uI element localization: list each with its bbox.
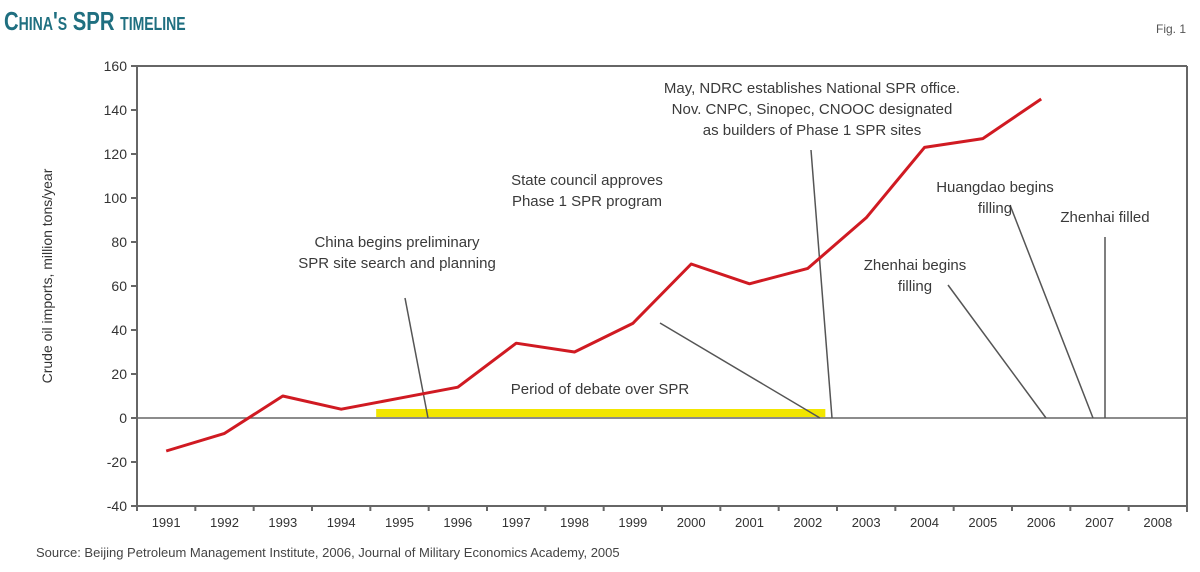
x-tick-label: 2008 — [1143, 515, 1172, 530]
annotation-text: Huangdao begins — [936, 179, 1054, 196]
annotation-leader-line — [947, 284, 1047, 419]
debate-period-bar — [376, 409, 826, 417]
x-tick-label: 1994 — [327, 515, 356, 530]
y-axis-label: Crude oil imports, million tons/year — [39, 168, 55, 383]
x-tick-label: 1991 — [152, 515, 181, 530]
x-tick-label: 2006 — [1027, 515, 1056, 530]
annotation-text: SPR site search and planning — [298, 255, 496, 272]
x-tick-label: 2003 — [852, 515, 881, 530]
x-tick-label: 2001 — [735, 515, 764, 530]
x-tick-label: 1992 — [210, 515, 239, 530]
y-tick-label: 20 — [111, 366, 127, 382]
annotation-leader-line — [810, 149, 833, 419]
y-tick-label: 60 — [111, 278, 127, 294]
chart-title: China's SPR timeline — [4, 6, 186, 36]
y-tick-label: 140 — [104, 102, 128, 118]
annotation-text: Period of debate over SPR — [511, 381, 690, 398]
x-tick-label: 1995 — [385, 515, 414, 530]
x-tick-label: 2007 — [1085, 515, 1114, 530]
annotation-text: State council approves — [511, 172, 663, 189]
annotation-leader-line — [659, 322, 821, 419]
y-tick-label: 120 — [104, 146, 128, 162]
y-tick-label: -40 — [107, 498, 127, 514]
annotation-text: filling — [978, 200, 1012, 217]
annotation-text: Nov. CNPC, Sinopec, CNOOC designated — [672, 101, 953, 118]
annotation-text: Zhenhai filled — [1060, 209, 1149, 226]
annotation-text: Phase 1 SPR program — [512, 193, 662, 210]
figure-label: Fig. 1 — [1155, 22, 1186, 36]
y-tick-label: 160 — [104, 58, 128, 74]
annotation-text: as builders of Phase 1 SPR sites — [703, 122, 921, 139]
annotation-text: Zhenhai begins — [864, 257, 967, 274]
x-tick-label: 1999 — [618, 515, 647, 530]
y-tick-label: 100 — [104, 190, 128, 206]
x-tick-label: 2005 — [968, 515, 997, 530]
annotation-text: May, NDRC establishes National SPR offic… — [664, 80, 960, 97]
x-tick-label: 2004 — [910, 515, 939, 530]
x-tick-label: 2000 — [677, 515, 706, 530]
x-tick-label: 1993 — [268, 515, 297, 530]
x-tick-label: 1996 — [443, 515, 472, 530]
x-tick-label: 2002 — [793, 515, 822, 530]
crude-imports-line — [165, 97, 1043, 453]
annotation-text: China begins preliminary — [314, 234, 480, 251]
annotation-leader-line — [404, 297, 429, 419]
y-tick-label: -20 — [107, 454, 127, 470]
y-tick-label: 80 — [111, 234, 127, 250]
source-note: Source: Beijing Petroleum Management Ins… — [36, 545, 620, 560]
annotation-leader-line — [1009, 204, 1094, 419]
x-tick-label: 1997 — [502, 515, 531, 530]
x-tick-label: 1998 — [560, 515, 589, 530]
annotation-text: filling — [898, 278, 932, 295]
y-tick-label: 40 — [111, 322, 127, 338]
y-tick-label: 0 — [119, 410, 127, 426]
